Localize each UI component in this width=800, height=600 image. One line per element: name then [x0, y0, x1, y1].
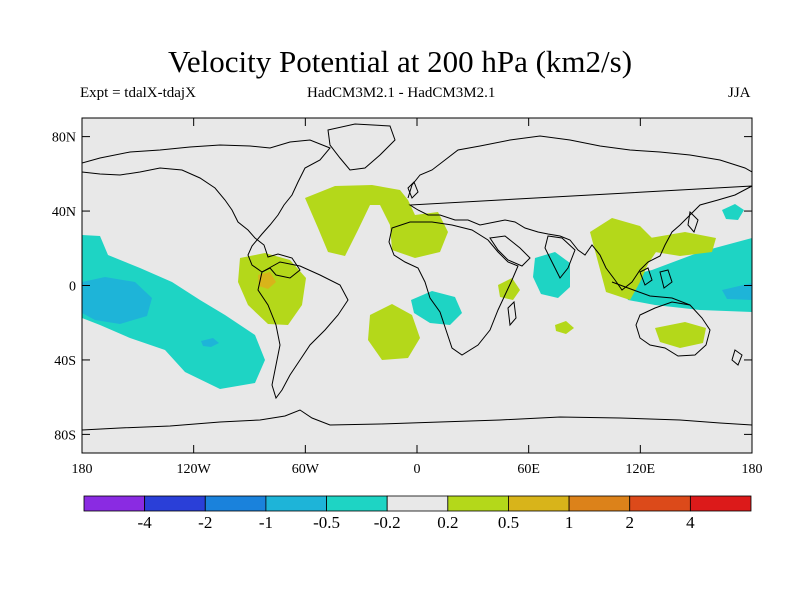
colorbar-swatch — [386, 495, 449, 512]
contour-negative-west-pacific-core — [722, 283, 752, 300]
x-tick-label: 120E — [626, 462, 656, 477]
contour-fills — [82, 185, 752, 389]
colorbar-swatch — [204, 495, 267, 512]
colorbar-swatch — [83, 495, 146, 512]
contour-negative-north-pacific — [722, 204, 744, 220]
contour-negative-pacific-core — [82, 277, 152, 324]
x-tick-label: 0 — [414, 462, 421, 477]
coastline-madagascar — [507, 300, 517, 327]
contour-positive-australia — [655, 322, 706, 348]
contour-positive-south-atlantic — [368, 304, 420, 360]
y-axis: 80N 40N 0 40S 80S — [52, 131, 752, 443]
y-tick-label: 80S — [54, 428, 76, 443]
y-tick-label: 40S — [54, 354, 76, 369]
coastline-india — [544, 235, 576, 279]
coastline-britain — [407, 181, 419, 199]
contour-positive-south-america — [238, 253, 306, 325]
x-axis: 180 120W 60W 0 60E 120E 180 — [72, 118, 763, 477]
contour-positive-north-atlantic — [305, 185, 448, 258]
contour-negative-small — [201, 338, 219, 347]
colorbar-swatch — [265, 495, 327, 512]
coastline-greenland — [327, 123, 396, 171]
colorbar-label: 0.2 — [437, 513, 458, 532]
colorbar-swatch — [629, 495, 691, 512]
coastlines — [82, 123, 752, 431]
colorbar-swatch — [508, 495, 570, 512]
x-tick-label: 180 — [742, 462, 763, 477]
coastline-south-america — [257, 261, 349, 400]
colorbar-swatch — [568, 495, 631, 512]
coastline-north-america — [82, 139, 331, 279]
contour-positive-east-africa — [498, 278, 520, 300]
coastline-antarctica — [82, 409, 752, 431]
contour-negative-indian-ocean — [533, 252, 570, 298]
colorbar-label: -0.5 — [313, 513, 340, 532]
y-tick-label: 80N — [52, 131, 76, 146]
chart-title: Velocity Potential at 200 hPa (km2/s) — [167, 44, 633, 79]
coastline-australia — [635, 301, 711, 357]
colorbar-swatch — [447, 495, 509, 512]
colorbar: -4 -2 -1 -0.5 -0.2 0.2 0.5 1 2 4 — [83, 495, 752, 532]
x-tick-label: 60W — [292, 462, 320, 477]
contour-negative-west-pacific — [618, 238, 752, 312]
contour-positive-north-pacific — [650, 232, 716, 256]
season-label: JJA — [728, 85, 751, 101]
colorbar-swatch — [326, 495, 388, 512]
coastline-new-zealand — [731, 349, 743, 366]
colorbar-label: -1 — [259, 513, 273, 532]
contour-positive-amazon-core — [258, 272, 276, 289]
colorbar-label: 2 — [625, 513, 634, 532]
colorbar-label: -0.2 — [374, 513, 401, 532]
coastline-japan — [687, 210, 699, 233]
x-tick-label: 180 — [72, 462, 93, 477]
x-tick-label: 120W — [177, 462, 212, 477]
coastline-arabia — [489, 235, 531, 267]
contour-positive-asia — [590, 218, 660, 300]
colorbar-swatch — [144, 495, 206, 512]
model-label: HadCM3M2.1 - HadCM3M2.1 — [307, 85, 496, 101]
contour-negative-south-atlantic — [411, 291, 462, 325]
x-tick-label: 60E — [517, 462, 540, 477]
colorbar-label: -4 — [138, 513, 153, 532]
colorbar-label: 1 — [565, 513, 574, 532]
colorbar-label: -2 — [198, 513, 212, 532]
experiment-label: Expt = tdalX-tdajX — [80, 85, 196, 101]
colorbar-label: 0.5 — [498, 513, 519, 532]
y-tick-label: 40N — [52, 205, 76, 220]
contour-positive-indian-small — [555, 321, 574, 334]
coastline-africa — [388, 221, 519, 356]
colorbar-swatch — [689, 495, 752, 512]
contour-negative-pacific — [82, 235, 265, 389]
coastline-eurasia — [407, 135, 752, 291]
y-tick-label: 0 — [69, 280, 76, 295]
coastline-indonesia — [611, 267, 691, 306]
colorbar-label: 4 — [686, 513, 695, 532]
